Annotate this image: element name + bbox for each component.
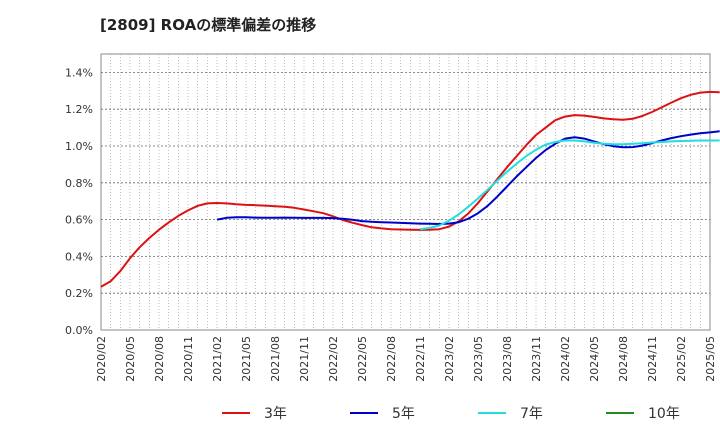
legend-label-3: 7年 <box>520 406 543 422</box>
x-tick-label: 2023/02 <box>443 336 456 382</box>
x-tick-label: 2024/02 <box>559 336 572 382</box>
y-tick-label: 1.2% <box>65 103 93 116</box>
series-layer <box>100 90 720 288</box>
legend-label-4: 10年 <box>648 406 680 422</box>
x-tick-label: 2021/08 <box>269 336 282 382</box>
y-tick-label: 1.4% <box>65 66 93 79</box>
legend-label-1: 3年 <box>264 406 287 422</box>
y-tick-label: 0.8% <box>65 177 93 190</box>
x-tick-label: 2023/11 <box>530 336 543 382</box>
x-tick-label: 2022/11 <box>414 336 427 382</box>
x-tick-label: 2024/11 <box>646 336 659 382</box>
y-tick-label: 0.0% <box>65 324 93 337</box>
x-tick-label: 2022/02 <box>327 336 340 382</box>
x-tick-label: 2025/02 <box>675 336 688 382</box>
series-line-1 <box>100 90 720 288</box>
x-tick-label: 2025/05 <box>704 336 717 382</box>
x-tick-label: 2020/05 <box>124 336 137 382</box>
x-tick-label: 2021/05 <box>240 336 253 382</box>
chart-title: [2809] ROAの標準偏差の推移 <box>100 16 317 34</box>
series-line-2 <box>216 130 720 225</box>
x-tick-label: 2020/11 <box>182 336 195 382</box>
legend: 3年 5年 7年 10年 <box>222 406 680 422</box>
grid-layer <box>100 53 711 331</box>
x-tick-label: 2021/11 <box>298 336 311 382</box>
y-tick-label: 1.0% <box>65 140 93 153</box>
x-tick-label: 2022/05 <box>356 336 369 382</box>
x-tick-label: 2022/08 <box>385 336 398 382</box>
y-tick-label: 0.6% <box>65 214 93 227</box>
x-tick-label: 2020/08 <box>153 336 166 382</box>
x-tick-label: 2021/02 <box>211 336 224 382</box>
y-tick-label: 0.2% <box>65 287 93 300</box>
plot-frame <box>100 53 711 331</box>
x-tick-label: 2024/05 <box>588 336 601 382</box>
y-tick-label: 0.4% <box>65 250 93 263</box>
x-tick-label: 2024/08 <box>617 336 630 382</box>
series-line-3 <box>419 139 720 231</box>
x-tick-label: 2023/08 <box>501 336 514 382</box>
x-tick-label: 2023/05 <box>472 336 485 382</box>
axis-layer: 0.0% 0.2% 0.4% 0.6% 0.8% 1.0% 1.2% 1.4% 2020/02 2… <box>65 66 717 381</box>
legend-label-2: 5年 <box>392 406 415 422</box>
x-tick-label: 2020/02 <box>95 336 108 382</box>
